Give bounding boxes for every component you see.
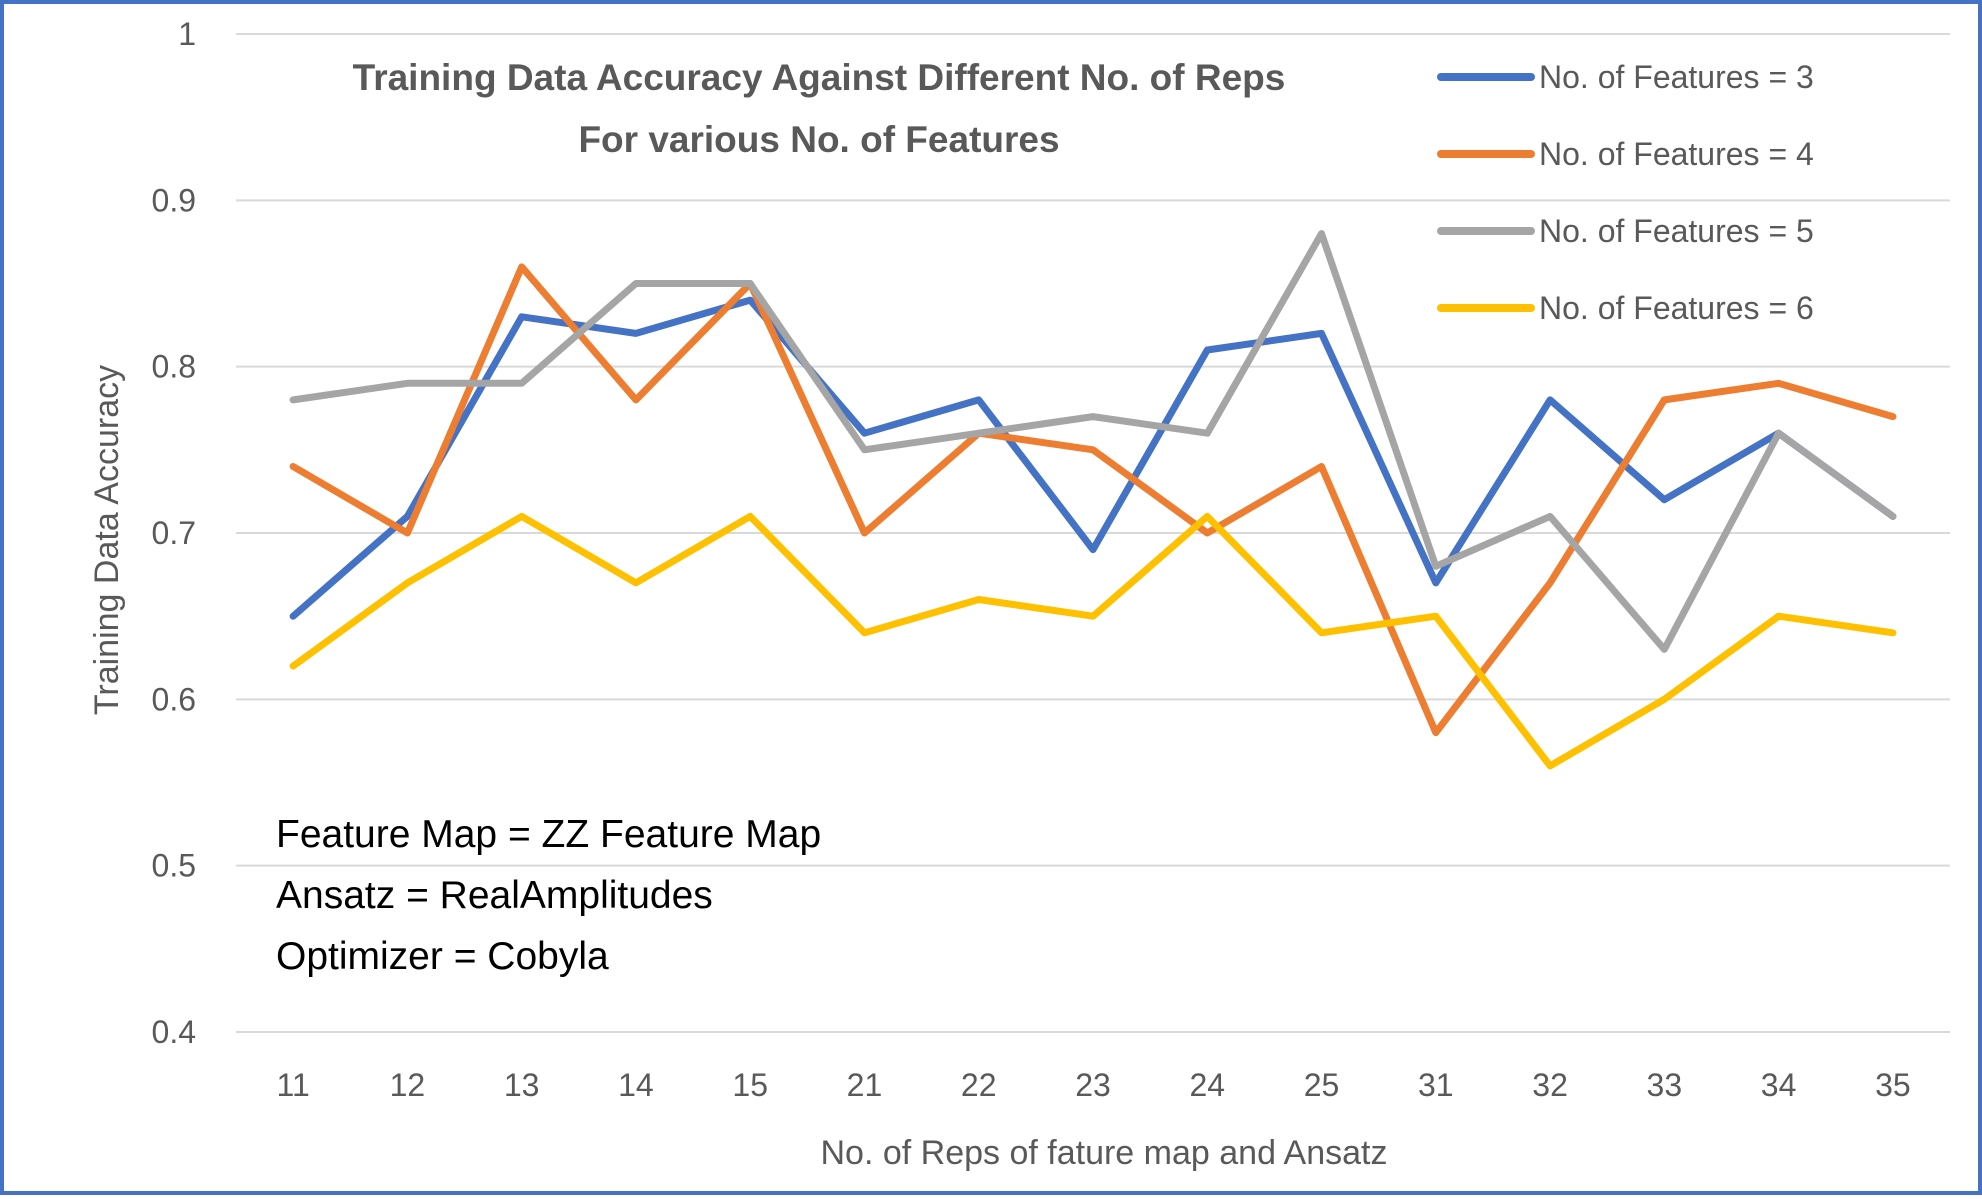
x-axis-title: No. of Reps of fature map and Ansatz [821, 1134, 1388, 1172]
x-tick-label: 22 [961, 1067, 997, 1103]
y-tick-label: 0.7 [152, 515, 196, 551]
x-axis-ticks: 11 12 13 14 15 21 22 23 24 25 31 32 33 34 35 [277, 1067, 1911, 1103]
x-tick-label: 21 [847, 1067, 883, 1103]
y-tick-label: 0.5 [152, 848, 196, 884]
x-tick-label: 12 [390, 1067, 426, 1103]
y-tick-label: 1 [178, 16, 196, 52]
x-tick-label: 32 [1532, 1067, 1568, 1103]
x-tick-label: 13 [504, 1067, 540, 1103]
series-lines [289, 230, 1897, 770]
x-tick-label: 33 [1647, 1067, 1683, 1103]
x-tick-label: 15 [732, 1067, 768, 1103]
x-tick-label: 24 [1189, 1067, 1225, 1103]
y-axis-ticks: 0.4 0.5 0.6 0.7 0.8 0.9 1 [152, 16, 196, 1050]
y-axis-title: Training Data Accuracy [88, 365, 126, 715]
series-line-2 [289, 263, 1897, 737]
annotation-optimizer: Optimizer = Cobyla [276, 935, 609, 978]
series-line-1 [289, 296, 1897, 620]
y-tick-label: 0.8 [152, 349, 196, 385]
y-tick-label: 0.6 [152, 681, 196, 717]
y-tick-label: 0.9 [152, 182, 196, 218]
x-tick-label: 35 [1875, 1067, 1911, 1103]
series-line-3 [289, 230, 1897, 653]
x-tick-label: 31 [1418, 1067, 1454, 1103]
annotation-feature-map: Feature Map = ZZ Feature Map [276, 813, 821, 856]
x-tick-label: 25 [1304, 1067, 1340, 1103]
legend-label-4: No. of Features = 6 [1539, 290, 1814, 326]
x-tick-label: 11 [277, 1067, 310, 1103]
chart-title-line-2: For various No. of Features [578, 119, 1059, 160]
line-chart: 0.4 0.5 0.6 0.7 0.8 0.9 1 11 12 13 14 15 21 22 23 24 25… [88, 16, 1950, 1172]
series-line-4 [289, 512, 1897, 770]
legend-label-3: No. of Features = 5 [1539, 213, 1814, 249]
x-tick-label: 23 [1075, 1067, 1111, 1103]
y-tick-label: 0.4 [152, 1014, 196, 1050]
legend: No. of Features = 3 No. of Features = 4 No… [1437, 59, 1814, 326]
legend-label-1: No. of Features = 3 [1539, 59, 1814, 95]
annotation-ansatz: Ansatz = RealAmplitudes [276, 874, 713, 917]
gridlines [236, 33, 1950, 1033]
x-tick-label: 14 [618, 1067, 654, 1103]
x-tick-label: 34 [1761, 1067, 1797, 1103]
legend-label-2: No. of Features = 4 [1539, 136, 1814, 172]
chart-title-line-1: Training Data Accuracy Against Different… [353, 57, 1286, 98]
